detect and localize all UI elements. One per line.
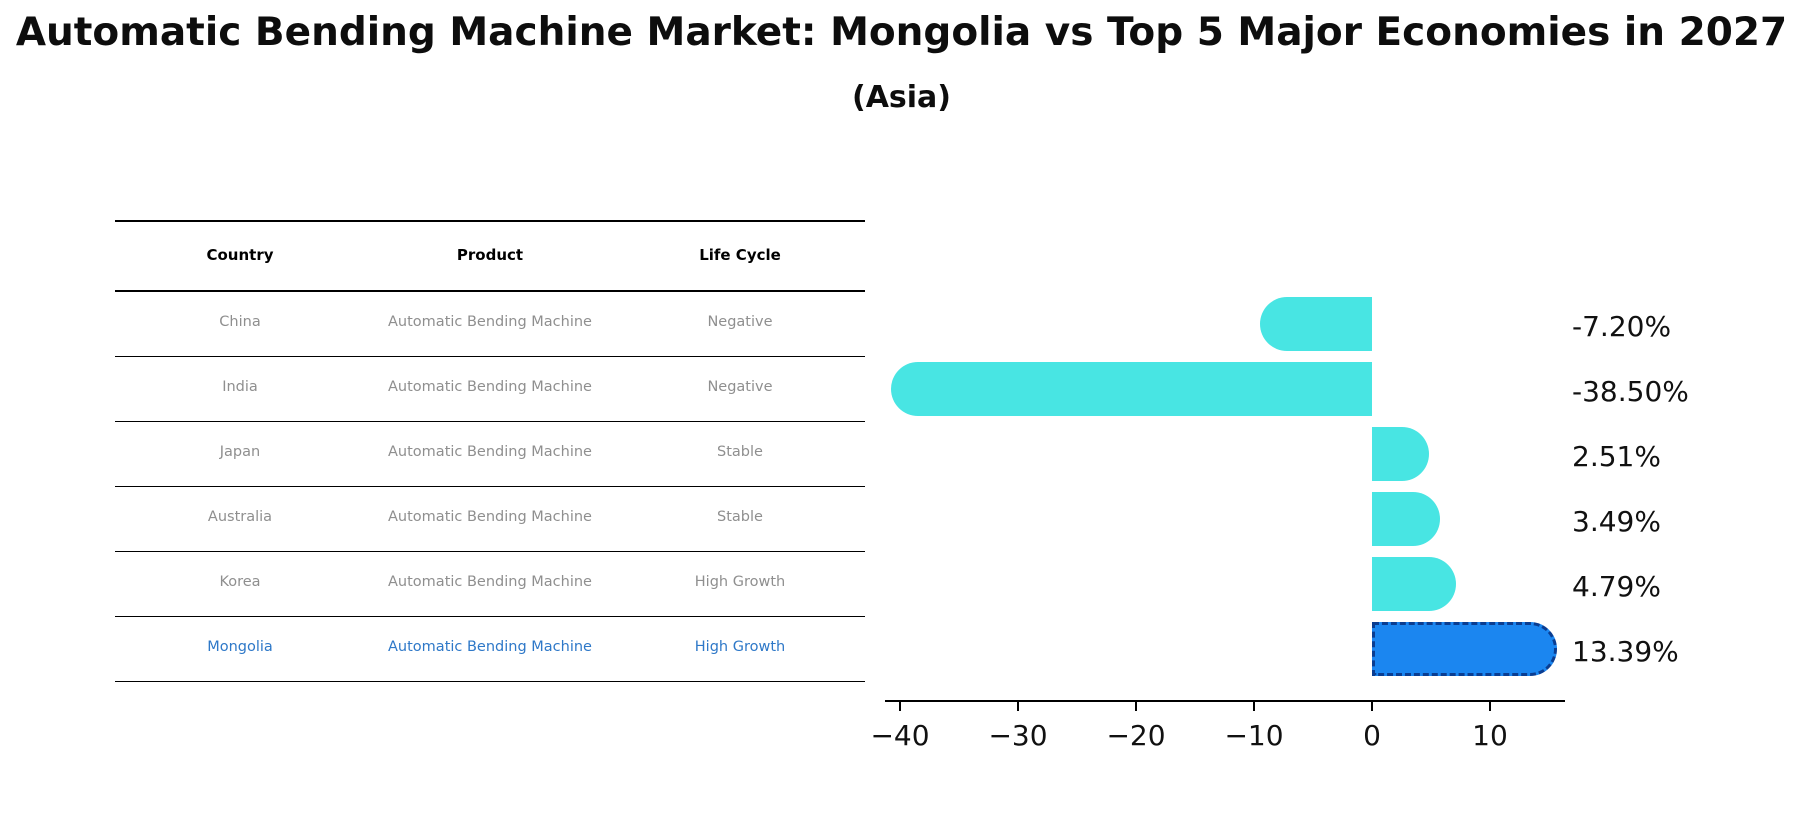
chart-title: Automatic Bending Machine Market: Mongol… — [15, 10, 1788, 55]
bar-australia — [1372, 492, 1441, 546]
table-row-line — [115, 420, 865, 423]
table-cell-country: Japan — [219, 444, 261, 460]
table-bottom-line — [115, 680, 865, 683]
table-cell-country: Australia — [207, 509, 273, 525]
table-row-line — [115, 355, 865, 358]
table-cell-country: India — [222, 379, 258, 395]
x-axis-tick-label: −10 — [1224, 719, 1284, 752]
bar-china — [1260, 297, 1372, 351]
x-axis-tick-label: −30 — [988, 719, 1048, 752]
value-label-mongolia: 13.39% — [1572, 635, 1679, 668]
table-cell-life-cycle: Negative — [707, 314, 773, 330]
bar-korea — [1372, 557, 1456, 611]
table-cell-product: Automatic Bending Machine — [388, 509, 592, 525]
x-axis-tick-label: −20 — [1106, 719, 1166, 752]
value-label-australia: 3.49% — [1572, 505, 1661, 538]
table-cell-product: Automatic Bending Machine — [388, 639, 592, 655]
chart-subtitle: (Asia) — [851, 80, 952, 115]
value-label-china: -7.20% — [1572, 310, 1672, 343]
x-axis-tick — [1253, 702, 1255, 711]
table-header-line — [115, 289, 865, 293]
table-cell-country: Mongolia — [207, 639, 273, 655]
table-cell-country: China — [219, 314, 261, 330]
x-axis-line — [885, 700, 1565, 702]
value-label-india: -38.50% — [1572, 375, 1689, 408]
table-cell-product: Automatic Bending Machine — [388, 379, 592, 395]
table-header-life-cycle: Life Cycle — [699, 246, 781, 264]
table-cell-life-cycle: High Growth — [694, 639, 786, 655]
x-axis-tick — [1489, 702, 1491, 711]
table-row-line — [115, 615, 865, 618]
table-header-country: Country — [206, 246, 274, 264]
bar-japan — [1372, 427, 1429, 481]
table-cell-product: Automatic Bending Machine — [388, 314, 592, 330]
table-cell-product: Automatic Bending Machine — [388, 574, 592, 590]
x-axis-tick-label: −40 — [870, 719, 930, 752]
table-cell-life-cycle: High Growth — [694, 574, 786, 590]
table-header-product: Product — [456, 246, 524, 264]
x-axis-tick-label: 10 — [1472, 719, 1508, 752]
table-cell-country: Korea — [219, 574, 261, 590]
x-axis-tick — [1371, 702, 1373, 711]
table-cell-product: Automatic Bending Machine — [388, 444, 592, 460]
bar-india — [890, 362, 1372, 416]
table-cell-life-cycle: Stable — [717, 444, 763, 460]
x-axis-tick — [899, 702, 901, 711]
value-label-japan: 2.51% — [1572, 440, 1661, 473]
table-top-line — [115, 220, 865, 222]
value-label-korea: 4.79% — [1572, 570, 1661, 603]
x-axis-tick — [1135, 702, 1137, 711]
table-row-line — [115, 550, 865, 553]
table-cell-life-cycle: Negative — [707, 379, 773, 395]
x-axis-tick-label: 0 — [1363, 719, 1381, 752]
x-axis-tick — [1017, 702, 1019, 711]
table-cell-life-cycle: Stable — [717, 509, 763, 525]
table-row-line — [115, 485, 865, 488]
bar-mongolia — [1372, 622, 1557, 676]
